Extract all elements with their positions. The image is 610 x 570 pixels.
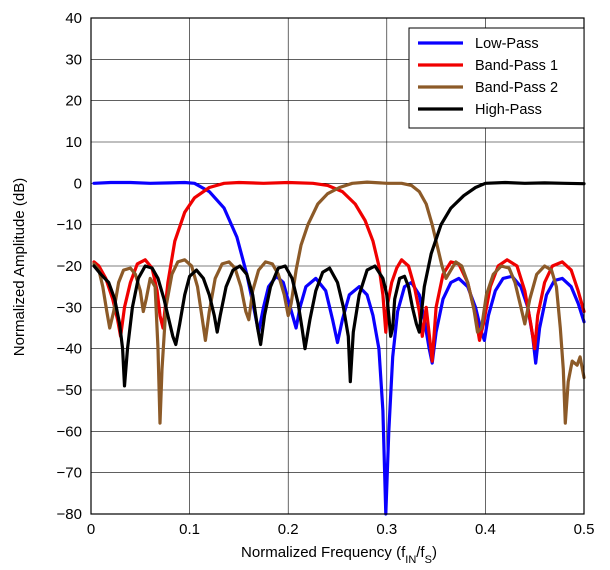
series-line-low-pass [92, 180, 586, 516]
x-tick-label: 0 [87, 521, 95, 538]
legend-label: Band-Pass 1 [475, 58, 558, 74]
y-tick-label: −50 [57, 382, 82, 399]
y-tick-label: −30 [57, 299, 82, 316]
y-tick-label: −80 [57, 506, 82, 523]
x-tick-label: 0.2 [278, 521, 299, 538]
x-axis-label-mid: /f [416, 544, 425, 561]
series-layer [92, 180, 586, 516]
y-tick-label: 10 [65, 134, 82, 151]
series-line-band-pass-1 [92, 180, 586, 363]
x-tick-label: 0.3 [376, 521, 397, 538]
y-tick-label: 40 [65, 10, 82, 27]
y-tick-label: 0 [74, 175, 82, 192]
plot-frame [90, 17, 585, 515]
y-tick-label: −60 [57, 423, 82, 440]
legend: Low-Pass Band-Pass 1 Band-Pass 2 High-Pass [408, 27, 585, 129]
legend-label: Band-Pass 2 [475, 80, 558, 96]
y-tick-label: 20 [65, 93, 82, 110]
x-axis-label-sub2: S [425, 554, 432, 566]
x-axis-label: Normalized Frequency (fIN/fS) [241, 544, 437, 566]
series-line-band-pass-2 [92, 180, 586, 425]
legend-box [408, 27, 585, 129]
x-tick-label: 0.1 [179, 521, 200, 538]
y-axis-label: Normalized Amplitude (dB) [11, 178, 28, 356]
x-axis-label-sub1: IN [405, 554, 416, 566]
y-tick-label: −70 [57, 465, 82, 482]
y-tick-labels: 40 30 20 10 0 −10 −20 −30 −40 −50 −60 −70 −80 [57, 10, 82, 523]
x-axis-label-end: ) [432, 544, 437, 561]
x-tick-labels: 0 0.1 0.2 0.3 0.4 0.5 [87, 521, 595, 538]
legend-label: High-Pass [475, 102, 542, 118]
legend-label: Low-Pass [475, 36, 539, 52]
grid-lines [91, 18, 584, 514]
y-tick-label: −10 [57, 217, 82, 234]
y-tick-label: −20 [57, 258, 82, 275]
x-tick-label: 0.4 [475, 521, 496, 538]
y-tick-label: −40 [57, 341, 82, 358]
y-tick-label: 30 [65, 51, 82, 68]
series-line-high-pass [92, 180, 586, 388]
x-tick-label: 0.5 [574, 521, 595, 538]
x-axis-label-main: Normalized Frequency (f [241, 544, 406, 561]
